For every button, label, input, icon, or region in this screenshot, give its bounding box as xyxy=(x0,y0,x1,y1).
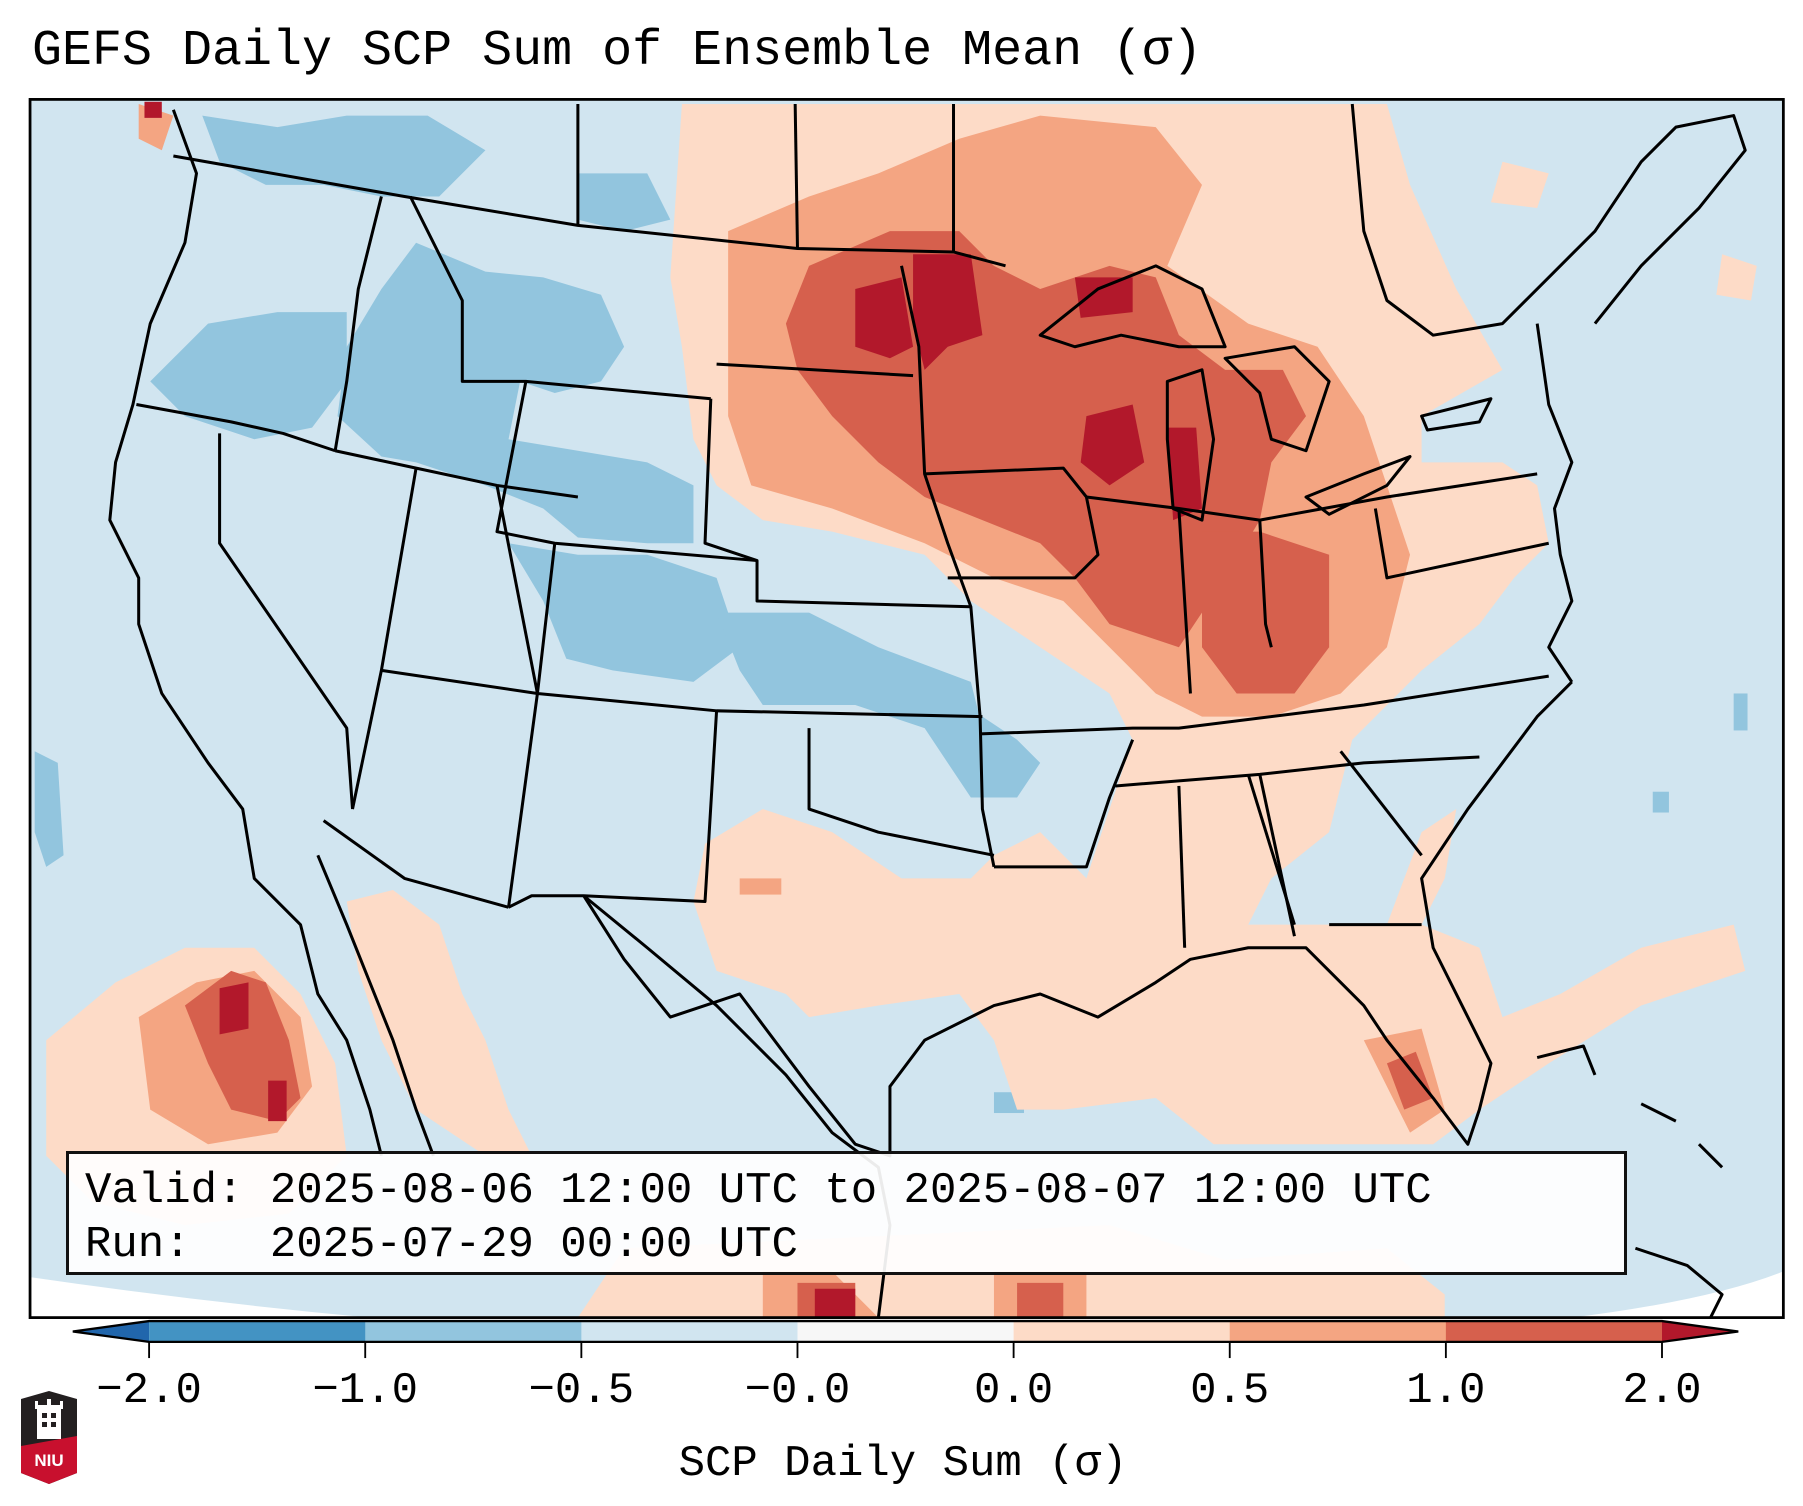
west-coastline xyxy=(108,109,383,1157)
run-label: Run: xyxy=(85,1220,191,1270)
colorbar-tick-label: −2.0 xyxy=(96,1366,202,1416)
colorbar-bin xyxy=(797,1321,1015,1342)
negative-anomaly-areas xyxy=(34,115,1748,1114)
positive-anomaly-areas-extreme xyxy=(144,101,1202,1318)
lake-erie xyxy=(1304,455,1412,516)
valid-run-info-box: Valid: 2025-08-06 12:00 UTC to 2025-08-0… xyxy=(66,1151,1627,1275)
colorbar-tick-label: −0.0 xyxy=(744,1366,851,1416)
niu-shield-icon xyxy=(21,1391,77,1484)
colorbar-bin xyxy=(365,1321,582,1342)
colorbar-extend-under xyxy=(72,1321,150,1342)
colorbar xyxy=(72,1319,1739,1359)
colorbar-bin xyxy=(1445,1321,1663,1342)
colorbar-label: SCP Daily Sum (σ) xyxy=(678,1439,1128,1489)
colorbar-tick-label: −1.0 xyxy=(312,1366,419,1416)
baja-coastline xyxy=(316,854,435,1157)
map-frame xyxy=(28,98,1785,1319)
gulf-coastline xyxy=(582,680,1573,1158)
chart-title: GEFS Daily SCP Sum of Ensemble Mean (σ) xyxy=(32,23,1203,80)
valid-value: 2025-08-06 12:00 UTC to 2025-08-07 12:00… xyxy=(269,1166,1432,1216)
colorbar-bin xyxy=(1013,1321,1231,1342)
lake-michigan xyxy=(1165,368,1216,522)
colorbar-bin xyxy=(1229,1321,1447,1342)
colorbar-tick-label: −0.5 xyxy=(528,1366,635,1416)
colorbar-bin xyxy=(149,1321,366,1342)
niu-logo: NIU xyxy=(21,1391,77,1484)
colorbar-tick-label: 0.0 xyxy=(974,1366,1054,1416)
colorbar-extend-over xyxy=(1661,1321,1739,1342)
colorbar-tick-label: 0.5 xyxy=(1190,1366,1270,1416)
lake-huron xyxy=(1223,345,1331,453)
valid-label: Valid: xyxy=(85,1166,244,1216)
colorbar-tick-label: 2.0 xyxy=(1622,1366,1702,1416)
lake-superior xyxy=(1038,264,1227,349)
outside-projection-se xyxy=(1571,1271,1784,1318)
run-value: 2025-07-29 00:00 UTC xyxy=(269,1220,798,1270)
colorbar-tick-label: 1.0 xyxy=(1406,1366,1486,1416)
lake-ontario xyxy=(1420,397,1493,432)
colorbar-bin xyxy=(581,1321,799,1342)
map-field xyxy=(30,99,1784,1318)
logo-text: NIU xyxy=(34,1451,64,1470)
outside-projection-sw xyxy=(30,1277,370,1318)
